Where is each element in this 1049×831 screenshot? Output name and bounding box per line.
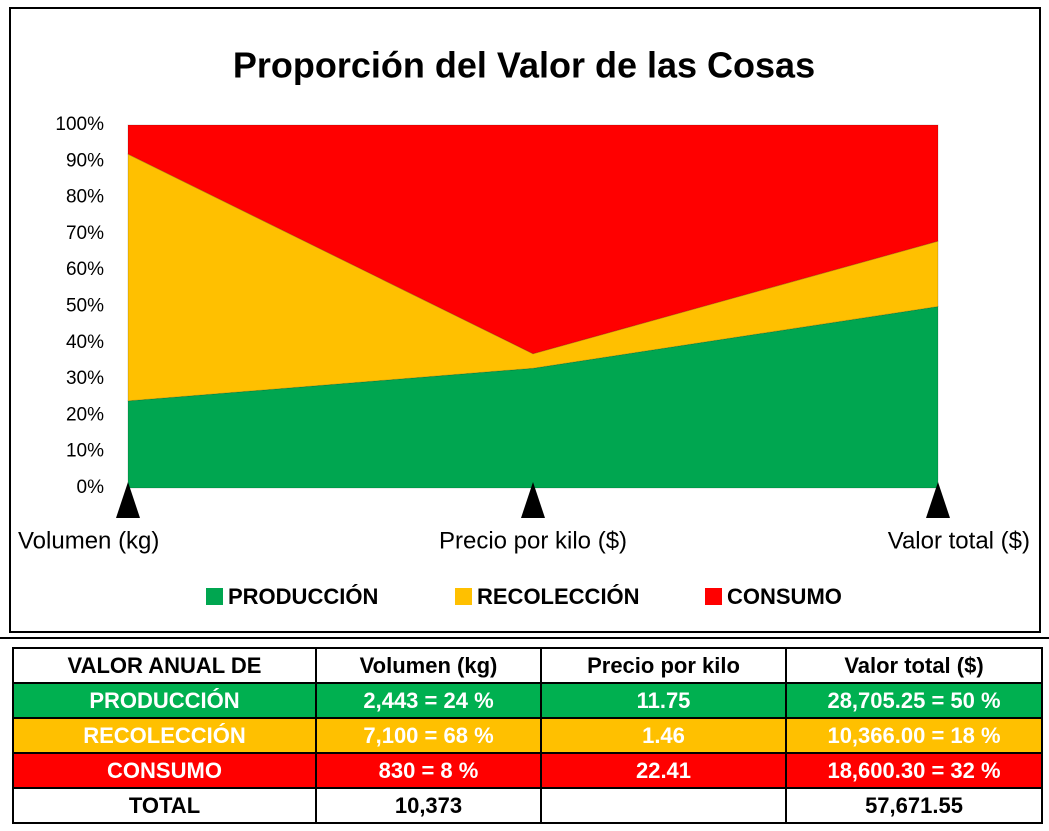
row: RECOLECCIÓN 7,100 = 68 % 1.46 10,366.00 … [12,717,1043,754]
chart-title: Proporción del Valor de las Cosas [233,45,815,86]
header-row: VALOR ANUAL DE Volumen (kg) Precio por k… [12,647,1043,684]
row: PRODUCCIÓN 2,443 = 24 % 11.75 28,705.25 … [12,682,1043,719]
chart-frame [9,7,1041,633]
cell: RECOLECCIÓN [12,717,317,754]
cell: 1.46 [540,717,787,754]
legend-swatch [455,588,472,605]
cell: 22.41 [540,752,787,789]
cell: 11.75 [540,682,787,719]
legend-label: CONSUMO [727,584,842,609]
y-tick-label: 0% [77,477,105,498]
header-cell: VALOR ANUAL DE [12,647,317,684]
y-tick-label: 50% [66,296,104,317]
y-tick-label: 40% [66,332,104,353]
cell: PRODUCCIÓN [12,682,317,719]
cell: 18,600.30 = 32 % [785,752,1043,789]
y-tick-label: 10% [66,441,104,462]
category-marker [926,482,950,518]
header-cell: Volumen (kg) [315,647,542,684]
y-tick-label: 80% [66,187,104,208]
legend-label: RECOLECCIÓN [477,584,640,609]
legend-label: PRODUCCIÓN [228,584,378,609]
cell: 10,366.00 = 18 % [785,717,1043,754]
cell: TOTAL [12,787,317,824]
category-marker [116,482,140,518]
x-tick-label: Precio por kilo ($) [439,527,627,554]
summary-table: VALOR ANUAL DE Volumen (kg) Precio por k… [12,647,1043,824]
y-tick-label: 30% [66,368,104,389]
cell: CONSUMO [12,752,317,789]
empty-cell [540,787,787,824]
category-marker [521,482,545,518]
header-cell: Valor total ($) [785,647,1043,684]
cell: 2,443 = 24 % [315,682,542,719]
row: CONSUMO 830 = 8 % 22.41 18,600.30 = 32 % [12,752,1043,789]
y-tick-label: 60% [66,259,104,280]
x-tick-label: Valor total ($) [888,527,1030,554]
legend-swatch [705,588,722,605]
chart: Proporción del Valor de las Cosas 0% 10% 2… [0,7,1049,639]
area [127,124,939,355]
legend-swatch [206,588,223,605]
cell: 10,373 [315,787,542,824]
x-tick-label: Volumen (kg) [18,527,159,554]
cell: 28,705.25 = 50 % [785,682,1043,719]
y-tick-label: 100% [55,114,104,135]
cell: 830 = 8 % [315,752,542,789]
cell: 57,671.55 [785,787,1043,824]
total-row: TOTAL 10,373 57,671.55 [12,787,1043,824]
y-tick-label: 90% [66,150,104,171]
cell: 7,100 = 68 % [315,717,542,754]
y-tick-label: 70% [66,223,104,244]
header-cell: Precio por kilo [540,647,787,684]
y-tick-label: 20% [66,404,104,425]
